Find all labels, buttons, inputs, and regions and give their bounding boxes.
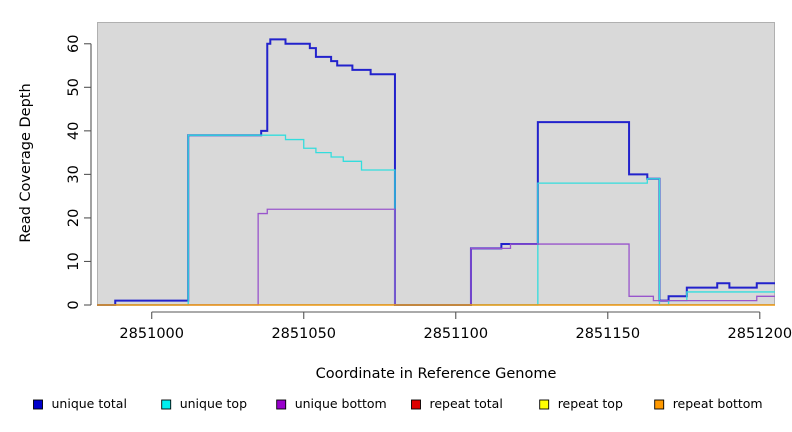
x-tick-label: 2851000 [119, 326, 184, 342]
x-tick-label: 2851150 [575, 326, 640, 342]
legend-item: repeat total [411, 396, 503, 411]
x-axis: 2851000 2851050 2851100 2851150 2851200 [119, 311, 792, 342]
y-tick-label: 40 [66, 122, 82, 140]
y-tick-label: 30 [66, 165, 82, 183]
y-tick-label: 20 [66, 209, 82, 227]
series-line-unique-top [97, 134, 775, 306]
legend-swatch [654, 399, 665, 410]
legend-swatch [539, 399, 550, 410]
legend-swatch [411, 399, 421, 410]
legend-item: unique bottom [276, 396, 387, 411]
series-layer [97, 38, 775, 306]
legend-label: repeat total [430, 396, 503, 411]
x-tick-label: 2851200 [728, 326, 792, 342]
y-axis-title: Read Coverage Depth [18, 83, 34, 242]
coverage-gap-region [394, 22, 471, 305]
x-axis-title: Coordinate in Reference Genome [316, 366, 557, 382]
y-tick-label: 60 [66, 35, 82, 53]
y-tick-label: 10 [66, 252, 82, 270]
y-axis: 0 10 20 30 40 50 60 [66, 35, 92, 310]
y-tick-label: 50 [66, 78, 82, 96]
legend-item: repeat bottom [654, 396, 763, 411]
legend-label: repeat bottom [673, 396, 763, 411]
series-line-unique-bottom [97, 208, 775, 306]
legend-label: unique total [52, 396, 127, 411]
legend-item: repeat top [539, 396, 623, 411]
legend-item: unique total [33, 396, 127, 411]
legend-swatch [33, 399, 43, 410]
x-tick-label: 2851100 [423, 326, 488, 342]
x-tick-label: 2851050 [271, 326, 336, 342]
legend-item: unique top [161, 396, 247, 411]
legend-swatch [276, 399, 287, 410]
chart-legend: unique total unique top unique bottom repea… [33, 396, 763, 411]
legend-label: repeat top [558, 396, 623, 411]
y-tick-label: 0 [66, 300, 82, 309]
legend-swatch [161, 399, 172, 410]
legend-label: unique bottom [295, 396, 387, 411]
legend-label: unique top [180, 396, 247, 411]
